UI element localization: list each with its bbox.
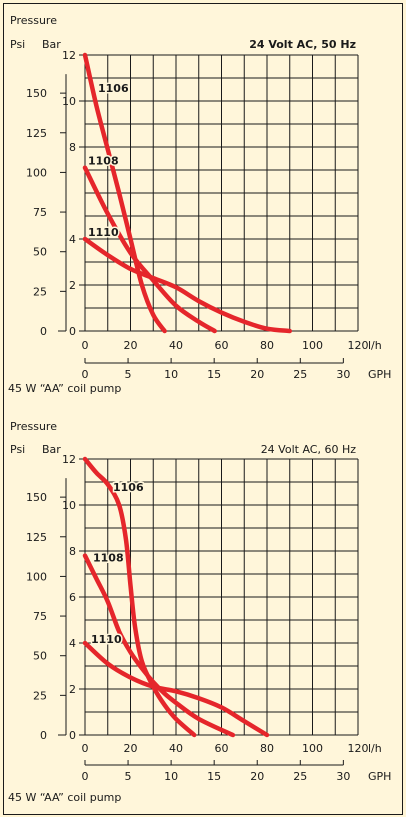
psi-tick-label: 75: [33, 206, 47, 219]
lh-tick-label: 0: [82, 742, 89, 755]
series-line-1106: [82, 456, 197, 738]
bar-tick-label: 4: [69, 233, 76, 246]
series-label-1106: 1106: [98, 82, 129, 95]
psi-tick-label: 0: [40, 325, 47, 338]
gph-tick-label: 0: [82, 770, 89, 783]
psi-tick-label: 50: [33, 246, 47, 259]
bar-tick-label: 4: [69, 637, 76, 650]
y-axis-title: Pressure: [10, 14, 57, 27]
y-axis-title: Pressure: [10, 420, 57, 433]
series-label-1106: 1106: [113, 481, 144, 494]
gph-tick-label: 0: [82, 368, 89, 381]
x-unit-gph: GPH: [368, 770, 391, 783]
lh-tick-label: 20: [124, 339, 138, 352]
series-line-1106: [82, 52, 167, 334]
gph-tick-label: 10: [164, 368, 178, 381]
gph-tick-label: 15: [207, 368, 221, 381]
bar-tick-label: 0: [69, 729, 76, 742]
psi-tick-label: 25: [33, 689, 47, 702]
psi-tick-label: 25: [33, 285, 47, 298]
psi-tick-label: 125: [26, 531, 47, 544]
gph-tick-label: 20: [250, 368, 264, 381]
gph-tick-label: 5: [125, 770, 132, 783]
lh-tick-label: 100: [302, 742, 323, 755]
lh-tick-label: 0: [82, 339, 89, 352]
lh-tick-label: 80: [260, 742, 274, 755]
bar-tick-label: 2: [69, 683, 76, 696]
chart-title: 24 Volt AC, 60 Hz: [261, 443, 357, 456]
series-label-1110: 1110: [91, 633, 122, 646]
series-line-1110: [82, 640, 270, 738]
gph-tick-label: 30: [336, 770, 350, 783]
chart-panel: 0 25 50 75 100 125 150 0 2 4 8 10 12 0 20 40 60 80 100 120 l…: [3, 3, 403, 815]
x-unit-lh: l/h: [368, 742, 382, 755]
bar-tick-label: 6: [69, 591, 76, 604]
series-label-1108: 1108: [88, 155, 119, 168]
psi-tick-label: 0: [40, 729, 47, 742]
lh-tick-label: 20: [124, 742, 138, 755]
footnote: 45 W “AA” coil pump: [8, 791, 121, 804]
psi-tick-label: 50: [33, 650, 47, 663]
bar-tick-label: 12: [62, 49, 76, 62]
series-line-1108: [82, 553, 236, 738]
chart-title: 24 Volt AC, 50 Hz: [249, 38, 356, 51]
psi-tick-label: 125: [26, 127, 47, 140]
bar-tick-label: 0: [69, 325, 76, 338]
y-unit-bar: Bar: [42, 443, 61, 456]
x-unit-lh: l/h: [368, 339, 382, 352]
footnote: 45 W “AA” coil pump: [8, 382, 121, 395]
lh-tick-label: 80: [260, 339, 274, 352]
gph-tick-label: 15: [207, 770, 221, 783]
lh-tick-label: 120: [348, 339, 369, 352]
y-unit-bar: Bar: [42, 38, 61, 51]
gph-tick-label: 25: [293, 368, 307, 381]
lh-tick-label: 120: [348, 742, 369, 755]
y-unit-psi: Psi: [10, 443, 25, 456]
bar-tick-label: 8: [69, 141, 76, 154]
psi-tick-label: 100: [26, 166, 47, 179]
lh-tick-label: 40: [169, 339, 183, 352]
bar-tick-label: 8: [69, 545, 76, 558]
series-label-1110: 1110: [88, 226, 119, 239]
gph-tick-label: 25: [293, 770, 307, 783]
gph-tick-label: 30: [336, 368, 350, 381]
psi-tick-label: 150: [26, 491, 47, 504]
series-line-1110: [82, 236, 292, 334]
bar-tick-label: 10: [62, 499, 76, 512]
psi-tick-label: 150: [26, 87, 47, 100]
series-label-1108: 1108: [93, 552, 124, 565]
gph-tick-label: 10: [164, 770, 178, 783]
y-unit-psi: Psi: [10, 38, 25, 51]
x-unit-gph: GPH: [368, 368, 391, 381]
bar-tick-label: 10: [62, 95, 76, 108]
lh-tick-label: 40: [169, 742, 183, 755]
lh-tick-label: 100: [302, 339, 323, 352]
bar-tick-label: 2: [69, 279, 76, 292]
gph-tick-label: 5: [125, 368, 132, 381]
lh-tick-label: 60: [215, 742, 229, 755]
lh-tick-label: 60: [215, 339, 229, 352]
bar-tick-label: 12: [62, 453, 76, 466]
gph-tick-label: 20: [250, 770, 264, 783]
psi-tick-label: 100: [26, 570, 47, 583]
psi-tick-label: 75: [33, 610, 47, 623]
